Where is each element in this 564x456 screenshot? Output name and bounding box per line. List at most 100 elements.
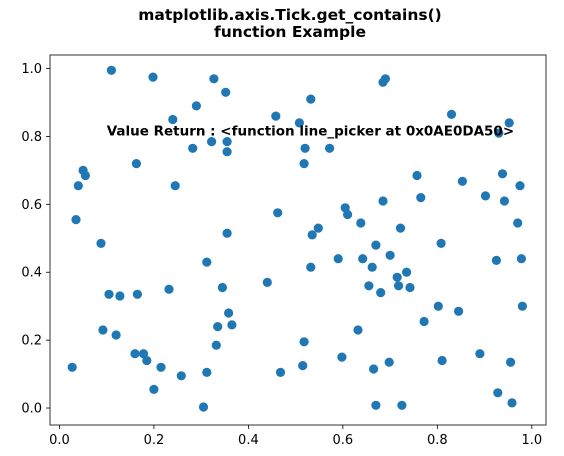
scatter-point-5 xyxy=(96,238,106,248)
scatter-point-69 xyxy=(384,357,394,367)
scatter-point-81 xyxy=(436,238,446,248)
scatter-point-17 xyxy=(149,384,159,394)
axes-frame xyxy=(49,54,547,426)
scatter-point-58 xyxy=(356,218,366,228)
x-axis: 0.0 0.2 0.4 0.6 0.8 1.0 xyxy=(49,425,542,448)
y-tick-label: 0.2 xyxy=(21,334,42,349)
scatter-point-37 xyxy=(224,308,234,318)
scatter-point-26 xyxy=(202,257,212,267)
scatter-point-97 xyxy=(515,181,525,191)
scatter-point-48 xyxy=(306,94,316,104)
scatter-point-71 xyxy=(392,272,402,282)
annotation-text: Value Return : <function line_picker at … xyxy=(107,124,514,140)
scatter-point-0 xyxy=(67,362,77,372)
scatter-point-33 xyxy=(221,87,231,97)
chart-title-line-2: function Example xyxy=(214,23,366,41)
x-tick-label: 0.2 xyxy=(144,433,165,448)
scatter-point-41 xyxy=(273,208,283,218)
scatter-point-43 xyxy=(294,118,304,128)
scatter-point-12 xyxy=(131,159,141,169)
scatter-point-29 xyxy=(209,74,219,84)
scatter-point-68 xyxy=(380,74,390,84)
scatter-point-46 xyxy=(299,337,309,347)
scatter-point-52 xyxy=(325,143,335,153)
scatter-point-82 xyxy=(437,355,447,366)
scatter-point-42 xyxy=(275,367,286,377)
scatter-point-76 xyxy=(405,282,415,293)
scatter-point-28 xyxy=(207,137,217,147)
scatter-point-65 xyxy=(376,288,386,298)
scatter-point-87 xyxy=(480,191,491,201)
scatter-point-75 xyxy=(402,267,412,277)
points-layer xyxy=(67,65,528,412)
y-tick-label: 0.8 xyxy=(21,130,42,145)
scatter-point-57 xyxy=(353,325,363,335)
scatter-point-99 xyxy=(517,301,528,311)
scatter-point-66 xyxy=(378,196,388,206)
y-axis: 0.0 0.2 0.4 0.6 0.8 1.0 xyxy=(21,62,50,417)
scatter-point-92 xyxy=(499,196,509,206)
scatter-point-88 xyxy=(491,255,501,265)
y-tick-label: 1.0 xyxy=(21,62,42,77)
chart-title-line-1: matplotlib.axis.Tick.get_contains() xyxy=(138,6,442,24)
scatter-point-94 xyxy=(506,357,516,367)
scatter-point-86 xyxy=(475,349,485,359)
scatter-point-35 xyxy=(222,147,232,157)
scatter-point-77 xyxy=(412,170,422,181)
scatter-point-2 xyxy=(73,181,83,191)
scatter-point-78 xyxy=(416,193,426,203)
x-tick-label: 0.4 xyxy=(238,433,259,448)
scatter-point-90 xyxy=(494,128,504,138)
x-tick-label: 0.6 xyxy=(333,433,354,448)
scatter-point-74 xyxy=(397,400,407,410)
scatter-point-63 xyxy=(371,240,381,250)
scatter-point-61 xyxy=(367,262,377,272)
scatter-point-15 xyxy=(142,355,152,366)
scatter-point-70 xyxy=(385,250,395,260)
scatter-point-30 xyxy=(211,340,221,350)
scatter-point-93 xyxy=(504,118,514,128)
scatter-point-31 xyxy=(213,322,223,332)
scatter-point-59 xyxy=(358,254,368,264)
scatter-point-79 xyxy=(419,316,429,327)
scatter-point-45 xyxy=(299,159,309,169)
x-tick-label: 1.0 xyxy=(521,433,542,448)
x-tick-label: 0.8 xyxy=(427,433,448,448)
scatter-point-91 xyxy=(497,169,508,179)
scatter-point-85 xyxy=(457,176,467,186)
scatter-point-39 xyxy=(262,277,272,287)
scatter-point-9 xyxy=(111,330,121,340)
scatter-point-6 xyxy=(98,325,108,335)
scatter-point-51 xyxy=(313,223,323,233)
scatter-point-80 xyxy=(433,301,443,311)
scatter-point-21 xyxy=(170,181,180,191)
scatter-point-19 xyxy=(164,284,174,294)
scatter-point-1 xyxy=(71,215,81,225)
scatter-point-23 xyxy=(188,143,198,153)
scatter-point-32 xyxy=(217,282,227,293)
scatter-point-72 xyxy=(394,281,404,291)
scatter-point-98 xyxy=(516,254,527,264)
scatter-point-53 xyxy=(333,254,343,264)
scatter-point-38 xyxy=(227,320,237,330)
y-tick-label: 0.6 xyxy=(21,198,42,213)
scatter-point-16 xyxy=(148,72,158,82)
scatter-point-22 xyxy=(176,371,186,381)
scatter-point-25 xyxy=(198,402,209,412)
scatter-point-96 xyxy=(513,218,523,228)
scatter-point-40 xyxy=(271,111,281,121)
scatter-point-36 xyxy=(222,228,232,238)
scatter-point-10 xyxy=(115,291,125,301)
scatter-point-20 xyxy=(168,114,178,125)
scatter-point-54 xyxy=(337,352,347,362)
scatter-point-27 xyxy=(202,367,212,377)
scatter-point-44 xyxy=(298,361,308,371)
scatter-point-73 xyxy=(395,223,406,233)
scatter-point-89 xyxy=(493,388,503,398)
scatter-point-24 xyxy=(191,101,201,111)
scatter-point-83 xyxy=(446,109,457,119)
scatter-point-4 xyxy=(80,170,90,181)
scatter-point-60 xyxy=(364,281,374,291)
scatter-point-50 xyxy=(307,230,317,240)
